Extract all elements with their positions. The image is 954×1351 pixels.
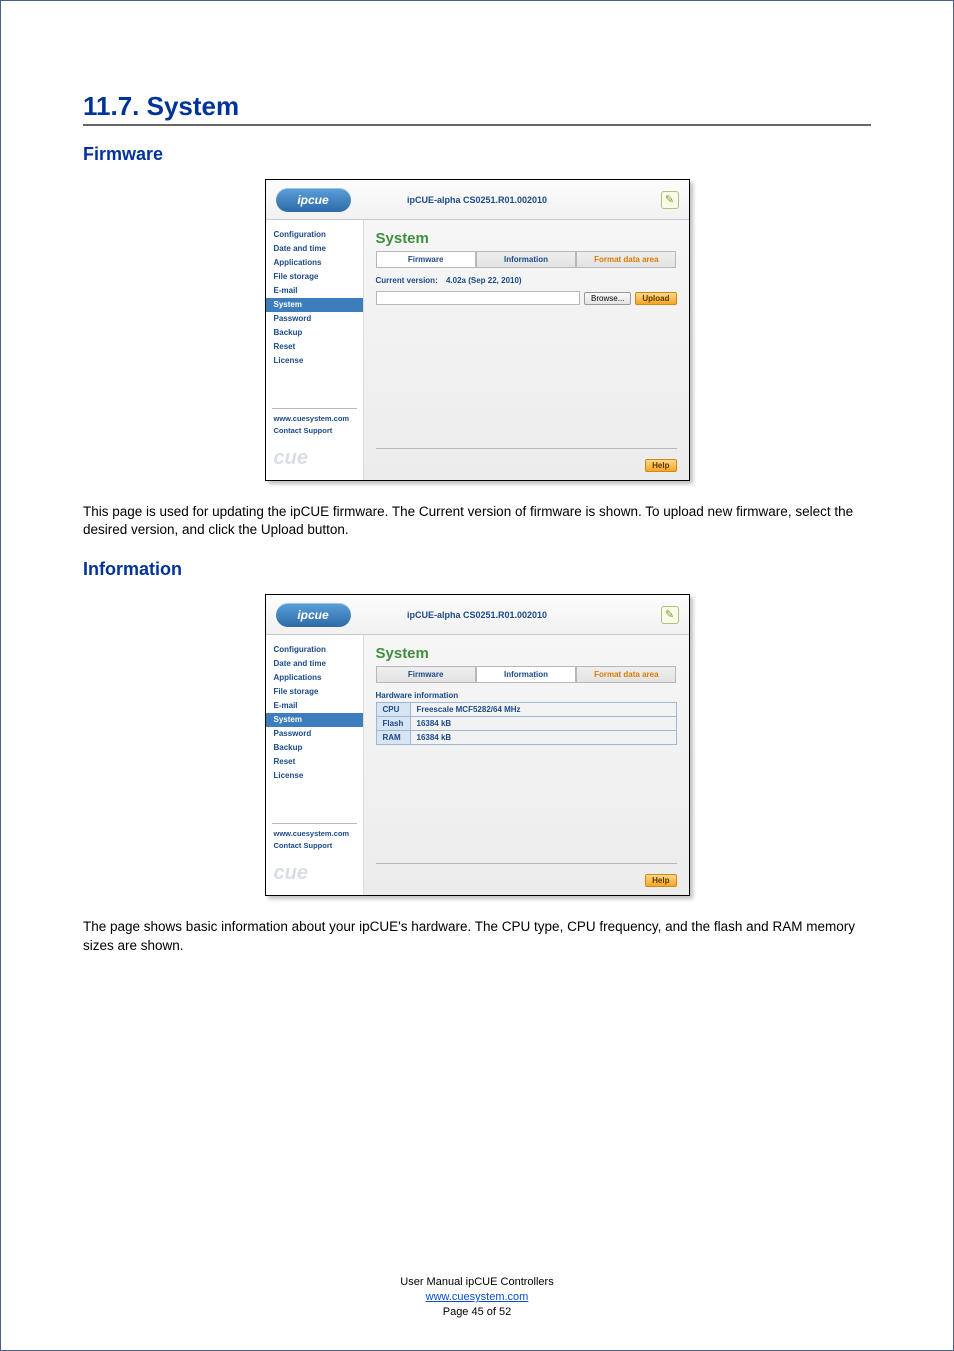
tab-firmware[interactable]: Firmware (376, 251, 476, 268)
main-panel: System Firmware Information Format data … (364, 635, 689, 895)
sidebar-item-date-and-time[interactable]: Date and time (274, 657, 363, 671)
settings-icon[interactable]: ✎ (661, 606, 679, 624)
sidebar-spacer (274, 783, 363, 817)
sidebar-item-system[interactable]: System (266, 713, 363, 727)
page-footer: User Manual ipCUE Controllers www.cuesys… (1, 1275, 953, 1320)
settings-icon[interactable]: ✎ (661, 191, 679, 209)
help-row: Help (376, 863, 677, 887)
screenshot-body: Configuration Date and time Applications… (266, 220, 689, 480)
firmware-file-input[interactable] (376, 291, 581, 305)
current-version-value: 4.02a (Sep 22, 2010) (446, 276, 522, 285)
hw-key-ram: RAM (376, 731, 410, 745)
sidebar-spacer (274, 368, 363, 402)
page: 11.7. System Firmware ipcue ipCUE-alpha … (0, 0, 954, 1351)
sidebar-item-e-mail[interactable]: E-mail (274, 699, 363, 713)
table-row: CPU Freescale MCF5282/64 MHz (376, 703, 676, 717)
sidebar-divider (272, 408, 357, 409)
help-button[interactable]: Help (645, 459, 676, 472)
sidebar: Configuration Date and time Applications… (266, 635, 364, 895)
tab-bar: Firmware Information Format data area (376, 666, 677, 683)
hw-val-flash: 16384 kB (410, 717, 676, 731)
tab-bar: Firmware Information Format data area (376, 251, 677, 268)
footer-link-www[interactable]: www.cuesystem.com (426, 1291, 529, 1303)
sidebar-link-contact[interactable]: Contact Support (274, 840, 363, 852)
tab-format-data-area[interactable]: Format data area (576, 666, 676, 683)
sidebar-item-date-and-time[interactable]: Date and time (274, 242, 363, 256)
table-row: Flash 16384 kB (376, 717, 676, 731)
paragraph-information: The page shows basic information about y… (83, 918, 871, 954)
sidebar-link-www[interactable]: www.cuesystem.com (274, 828, 363, 840)
sidebar-item-file-storage[interactable]: File storage (274, 270, 363, 284)
content-area: 11.7. System Firmware ipcue ipCUE-alpha … (29, 31, 925, 955)
screenshot-information-wrap: ipcue ipCUE-alpha CS0251.R01.002010 ✎ Co… (83, 594, 871, 896)
screenshot-information: ipcue ipCUE-alpha CS0251.R01.002010 ✎ Co… (265, 594, 690, 896)
subheading-firmware: Firmware (83, 144, 871, 165)
screenshot-header: ipcue ipCUE-alpha CS0251.R01.002010 ✎ (266, 180, 689, 220)
subheading-information: Information (83, 559, 871, 580)
panel-title: System (376, 230, 677, 247)
sidebar-item-license[interactable]: License (274, 354, 363, 368)
hw-val-ram: 16384 kB (410, 731, 676, 745)
section-heading: 11.7. System (83, 91, 871, 126)
sidebar-item-password[interactable]: Password (274, 312, 363, 326)
help-row: Help (376, 448, 677, 472)
sidebar-item-applications[interactable]: Applications (274, 256, 363, 270)
sidebar-link-contact[interactable]: Contact Support (274, 425, 363, 437)
tab-firmware[interactable]: Firmware (376, 666, 476, 683)
current-version-row: Current version: 4.02a (Sep 22, 2010) (376, 276, 677, 285)
tab-information[interactable]: Information (476, 666, 576, 683)
upload-row: Browse... Upload (376, 291, 677, 305)
screenshot-body: Configuration Date and time Applications… (266, 635, 689, 895)
sidebar: Configuration Date and time Applications… (266, 220, 364, 480)
sidebar-item-backup[interactable]: Backup (274, 326, 363, 340)
screenshot-firmware: ipcue ipCUE-alpha CS0251.R01.002010 ✎ Co… (265, 179, 690, 481)
sidebar-item-backup[interactable]: Backup (274, 741, 363, 755)
sidebar-link-www[interactable]: www.cuesystem.com (274, 413, 363, 425)
sidebar-item-e-mail[interactable]: E-mail (274, 284, 363, 298)
sidebar-item-configuration[interactable]: Configuration (274, 228, 363, 242)
screenshot-firmware-wrap: ipcue ipCUE-alpha CS0251.R01.002010 ✎ Co… (83, 179, 871, 481)
browse-button[interactable]: Browse... (584, 292, 631, 305)
sidebar-divider (272, 823, 357, 824)
sidebar-brand: cue (274, 447, 363, 470)
sidebar-item-applications[interactable]: Applications (274, 671, 363, 685)
sidebar-item-file-storage[interactable]: File storage (274, 685, 363, 699)
sidebar-item-license[interactable]: License (274, 769, 363, 783)
sidebar-brand: cue (274, 862, 363, 885)
main-panel: System Firmware Information Format data … (364, 220, 689, 480)
tab-format-data-area[interactable]: Format data area (576, 251, 676, 268)
sidebar-item-password[interactable]: Password (274, 727, 363, 741)
sidebar-item-configuration[interactable]: Configuration (274, 643, 363, 657)
table-row: RAM 16384 kB (376, 731, 676, 745)
hw-key-cpu: CPU (376, 703, 410, 717)
upload-button[interactable]: Upload (635, 292, 676, 305)
hw-val-cpu: Freescale MCF5282/64 MHz (410, 703, 676, 717)
logo-badge: ipcue (276, 188, 351, 212)
hardware-info-caption: Hardware information (376, 691, 677, 702)
current-version-label: Current version: (376, 276, 438, 285)
footer-manual-title: User Manual ipCUE Controllers (1, 1275, 953, 1290)
sidebar-item-reset[interactable]: Reset (274, 340, 363, 354)
tab-information[interactable]: Information (476, 251, 576, 268)
footer-page-number: Page 45 of 52 (1, 1305, 953, 1320)
logo-badge: ipcue (276, 603, 351, 627)
screenshot-header: ipcue ipCUE-alpha CS0251.R01.002010 ✎ (266, 595, 689, 635)
sidebar-item-reset[interactable]: Reset (274, 755, 363, 769)
sidebar-item-system[interactable]: System (266, 298, 363, 312)
hardware-info-table: Hardware information CPU Freescale MCF52… (376, 691, 677, 745)
help-button[interactable]: Help (645, 874, 676, 887)
paragraph-firmware: This page is used for updating the ipCUE… (83, 503, 871, 539)
hw-key-flash: Flash (376, 717, 410, 731)
panel-title: System (376, 645, 677, 662)
